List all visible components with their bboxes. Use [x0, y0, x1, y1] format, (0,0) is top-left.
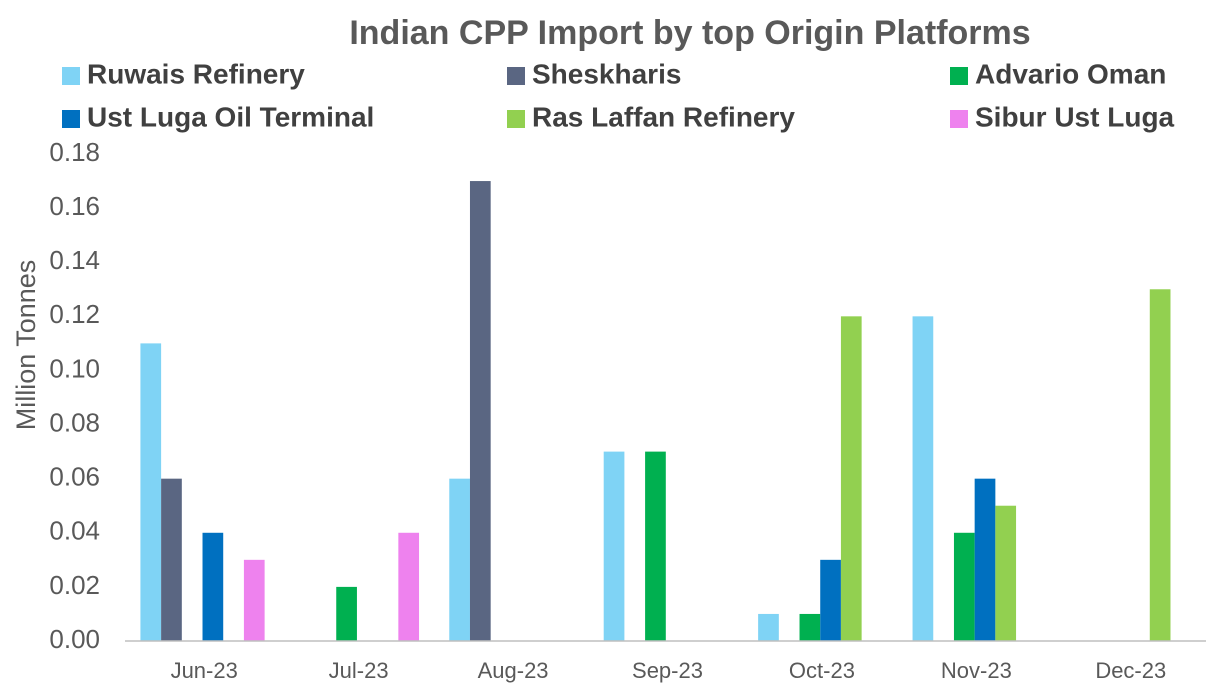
- legend-label: Ruwais Refinery: [87, 58, 305, 89]
- x-tick-label: Aug-23: [478, 658, 549, 683]
- bar: [645, 451, 666, 641]
- legend-swatch: [62, 110, 80, 128]
- chart-title: Indian CPP Import by top Origin Platform…: [349, 14, 1030, 52]
- bar: [140, 343, 162, 641]
- y-tick-label: 0.16: [49, 191, 100, 221]
- bar: [758, 613, 779, 641]
- y-tick-label: 0.06: [49, 462, 100, 492]
- y-tick-label: 0.14: [49, 245, 100, 275]
- bar: [840, 316, 862, 641]
- legend-swatch: [62, 67, 80, 85]
- bar: [336, 586, 357, 641]
- legend-swatch: [507, 67, 525, 85]
- x-tick-label: Sep-23: [632, 658, 703, 683]
- bar: [974, 478, 996, 641]
- legend-label: Sibur Ust Luga: [975, 101, 1175, 132]
- y-tick-label: 0.12: [49, 299, 100, 329]
- legend-label: Ust Luga Oil Terminal: [87, 101, 374, 132]
- legend-label: Advario Oman: [975, 58, 1166, 89]
- legend-swatch: [507, 110, 525, 128]
- bar: [469, 181, 491, 642]
- bar: [449, 478, 470, 641]
- bar: [799, 613, 821, 641]
- y-tick-label: 0.02: [49, 570, 100, 600]
- y-tick-label: 0.00: [49, 624, 100, 654]
- legend-label: Sheskharis: [532, 58, 681, 89]
- bar: [820, 559, 841, 641]
- bar: [912, 316, 934, 641]
- y-tick-label: 0.04: [49, 516, 100, 546]
- x-tick-label: Nov-23: [941, 658, 1012, 683]
- y-axis-label: Million Tonnes: [11, 260, 41, 431]
- y-tick-label: 0.08: [49, 407, 100, 437]
- bar: [953, 532, 975, 641]
- x-tick-label: Jun-23: [171, 658, 238, 683]
- y-tick-label: 0.18: [49, 137, 100, 167]
- bar: [243, 559, 265, 641]
- bar: [1149, 289, 1171, 641]
- x-tick-label: Jul-23: [329, 658, 389, 683]
- y-tick-label: 0.10: [49, 353, 100, 383]
- legend-swatch: [950, 110, 968, 128]
- bar: [161, 478, 182, 641]
- bar: [398, 532, 420, 641]
- legend-swatch: [950, 67, 968, 85]
- x-tick-label: Dec-23: [1095, 658, 1166, 683]
- x-tick-label: Oct-23: [789, 658, 855, 683]
- bar: [202, 532, 224, 641]
- bar: [995, 505, 1017, 641]
- bar: [603, 451, 625, 641]
- legend-label: Ras Laffan Refinery: [532, 101, 795, 132]
